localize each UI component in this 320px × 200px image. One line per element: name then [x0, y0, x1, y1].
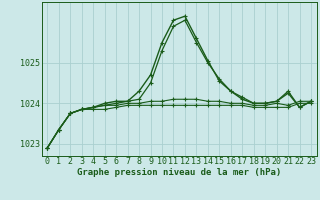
- X-axis label: Graphe pression niveau de la mer (hPa): Graphe pression niveau de la mer (hPa): [77, 168, 281, 177]
